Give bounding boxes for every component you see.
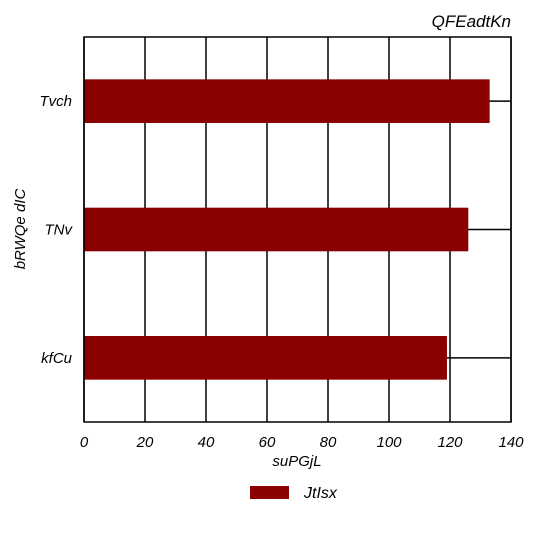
x-tick-label: 20 bbox=[136, 434, 154, 451]
y-tick-label: kfCu bbox=[41, 350, 73, 367]
y-tick-labels: kfCu TNv Tvch bbox=[39, 93, 73, 367]
legend-label: JtIsx bbox=[303, 485, 338, 502]
bars bbox=[84, 79, 490, 380]
x-tick-label: 0 bbox=[80, 434, 89, 451]
legend: JtIsx bbox=[250, 485, 338, 502]
x-tick-label: 140 bbox=[498, 434, 524, 451]
x-tick-label: 120 bbox=[437, 434, 463, 451]
bar-TNv bbox=[84, 207, 469, 252]
plot-frame bbox=[83, 36, 512, 423]
x-axis-label: suPGjL bbox=[272, 453, 321, 470]
legend-swatch bbox=[250, 486, 289, 499]
chart-title: QFEadtKn bbox=[432, 12, 511, 31]
x-tick-label: 40 bbox=[198, 434, 215, 451]
y-axis-label: bRWQe dIC bbox=[12, 189, 29, 270]
x-tick-labels: 0 20 40 60 80 100 120 140 bbox=[80, 434, 524, 451]
x-tick-label: 100 bbox=[376, 434, 402, 451]
x-tick-label: 60 bbox=[259, 434, 276, 451]
y-tick-label: TNv bbox=[45, 222, 74, 239]
bar-Tvch bbox=[84, 79, 490, 123]
y-tick-label: Tvch bbox=[39, 93, 72, 110]
bar-kfCu bbox=[84, 336, 447, 380]
x-tick-label: 80 bbox=[320, 434, 337, 451]
